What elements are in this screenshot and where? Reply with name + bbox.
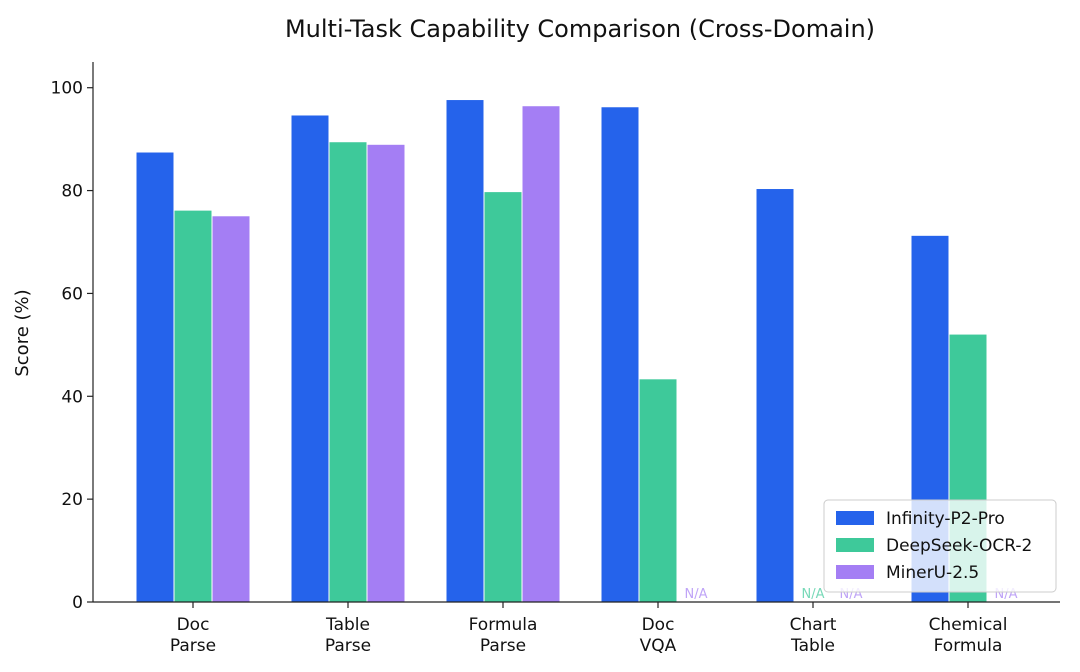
- y-tick-label: 0: [72, 593, 83, 613]
- bar: [756, 189, 794, 602]
- chart-title: Multi-Task Capability Comparison (Cross-…: [285, 15, 875, 43]
- bar: [212, 216, 250, 603]
- legend-label: MinerU-2.5: [886, 563, 979, 583]
- x-tick-label: Formula Parse: [469, 615, 538, 656]
- na-label: N/A: [685, 587, 708, 602]
- x-tick-label: Chart Table: [790, 615, 837, 656]
- y-tick-label: 40: [61, 387, 83, 407]
- x-tick-label: Chemical Formula: [929, 615, 1008, 656]
- y-axis-title: Score (%): [12, 289, 33, 376]
- legend-label: Infinity-P2-Pro: [886, 509, 1005, 529]
- legend-swatch: [836, 511, 874, 525]
- x-tick-label: Doc VQA: [640, 615, 677, 656]
- bar: [136, 152, 174, 602]
- legend-swatch: [836, 565, 874, 579]
- bar: [522, 106, 560, 602]
- y-tick-label: 60: [61, 284, 83, 304]
- y-tick-label: 80: [61, 182, 83, 202]
- legend-box: [823, 499, 1057, 593]
- x-tick-label: Doc Parse: [170, 615, 216, 656]
- legend-swatch: [836, 538, 874, 552]
- bar: [484, 192, 522, 602]
- plot-area: N/A N/A N/A N/A: [136, 100, 1018, 603]
- y-tick-label: 20: [61, 490, 83, 510]
- bar: [639, 379, 677, 602]
- legend-label: DeepSeek-OCR-2: [886, 536, 1032, 556]
- y-tick-label: 100: [51, 79, 83, 99]
- x-tick-label: Table Parse: [325, 615, 371, 656]
- bar: [174, 210, 212, 602]
- bar: [291, 115, 329, 602]
- bar: [601, 107, 639, 602]
- legend: Infinity-P2-Pro DeepSeek-OCR-2 MinerU-2.5: [823, 499, 1057, 593]
- bar: [446, 100, 484, 603]
- bar: [367, 144, 405, 603]
- axes: 0 20 40 60 80 100 Doc Parse Table Parse Formula Par…: [51, 62, 1060, 656]
- bar: [329, 142, 367, 602]
- na-label: N/A: [802, 587, 825, 602]
